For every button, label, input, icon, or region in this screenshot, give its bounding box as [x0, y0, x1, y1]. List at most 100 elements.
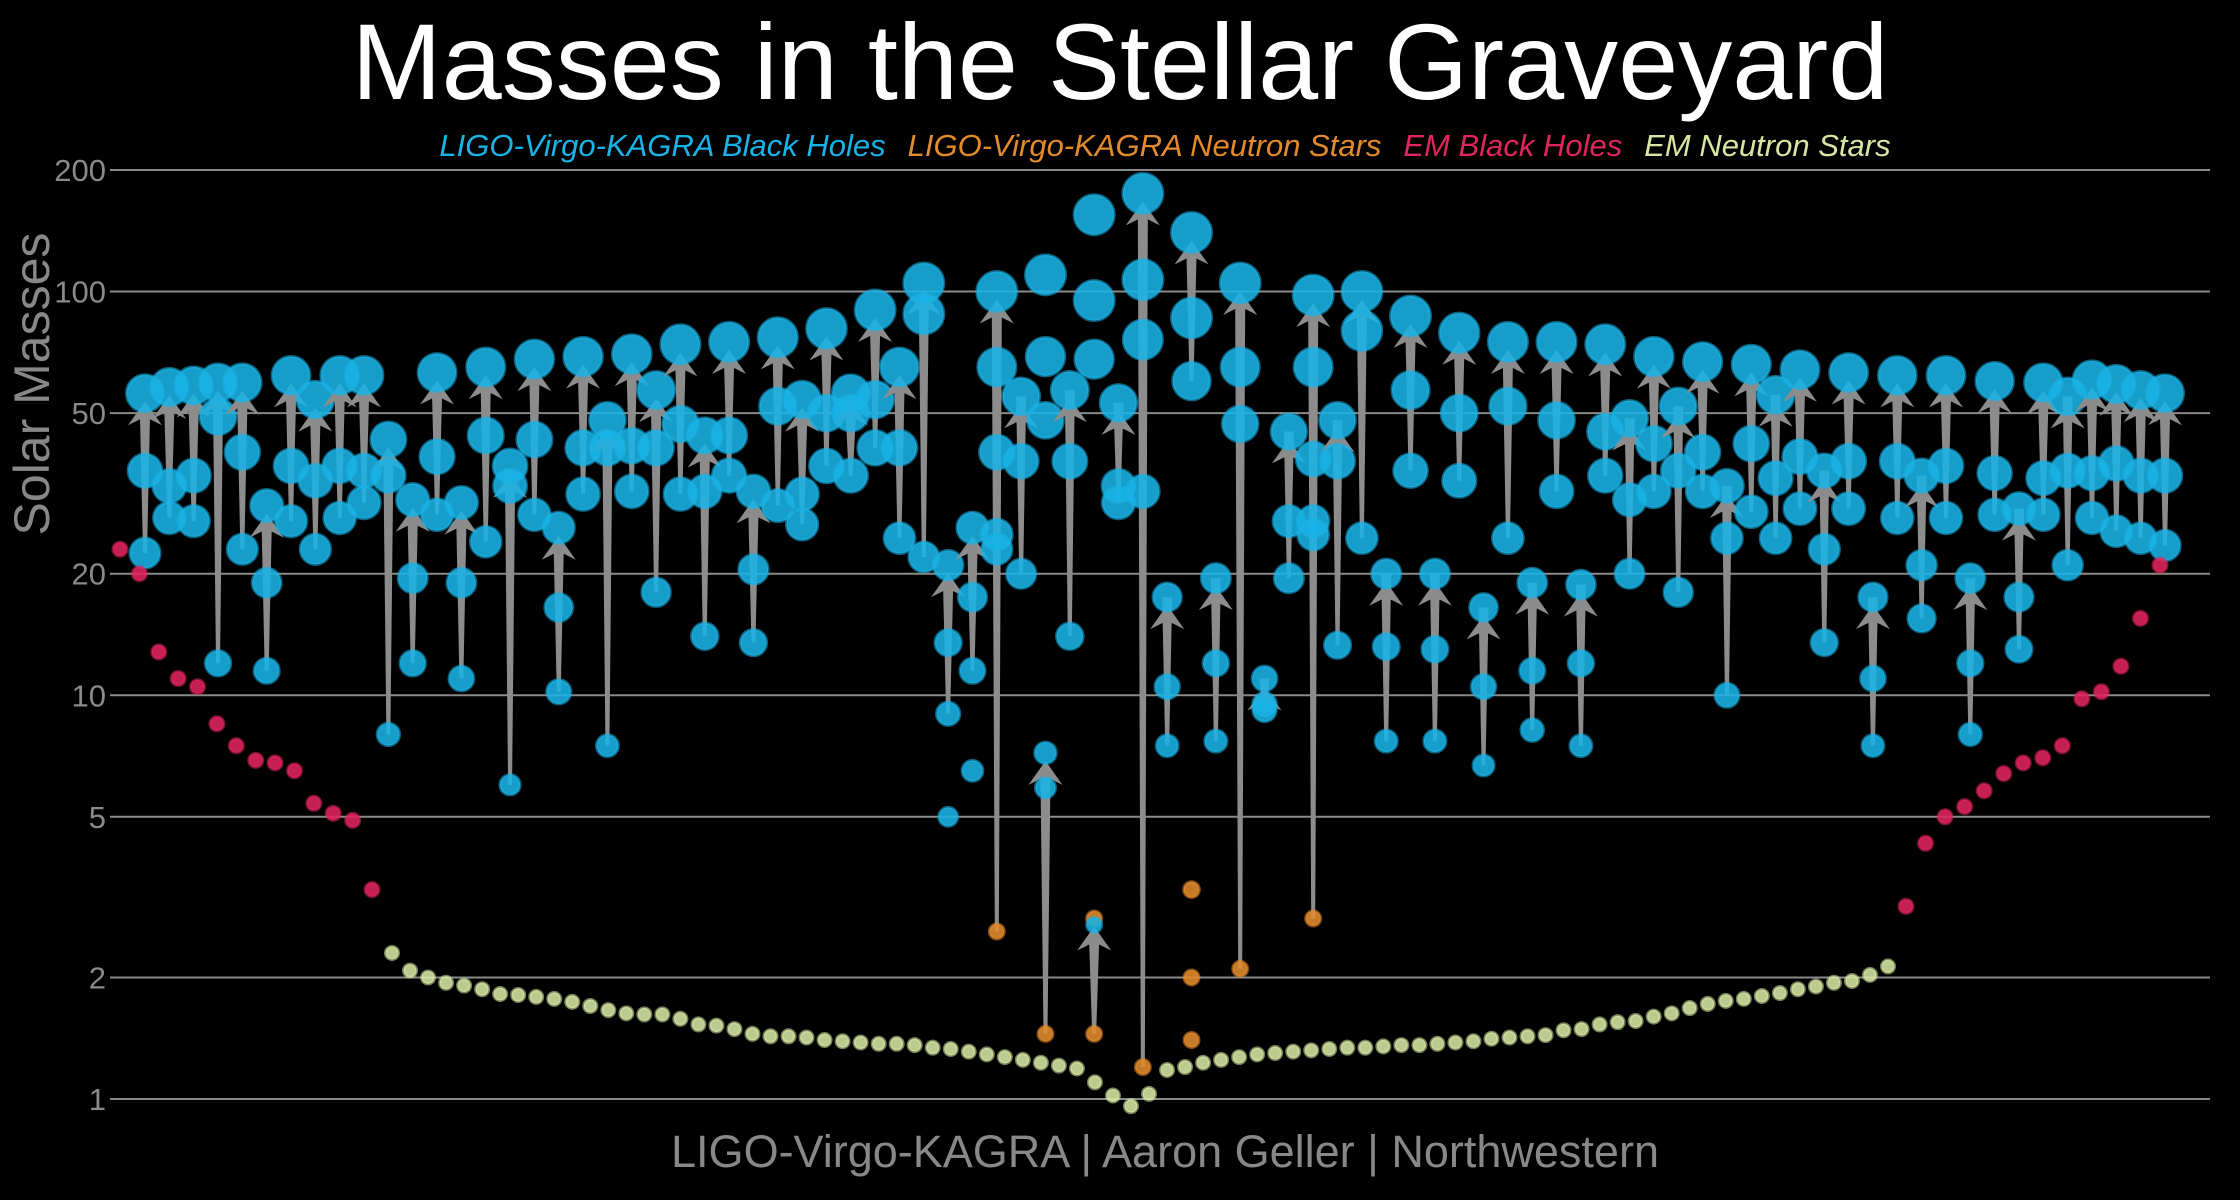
merger-point: [960, 758, 985, 783]
merger-remnant-point: [1584, 323, 1627, 366]
merger-secondary-point: [594, 733, 620, 759]
merger-primary-point: [198, 397, 238, 437]
em-neutron-star-point: [1267, 1044, 1284, 1061]
em-neutron-star-point: [762, 1028, 779, 1045]
em-neutron-star-point: [1825, 974, 1842, 991]
merger-primary-point: [1857, 581, 1889, 613]
em-neutron-star-point: [1843, 973, 1860, 990]
em-neutron-star-point: [1699, 995, 1716, 1012]
merger-secondary-point: [252, 656, 281, 685]
merger-secondary-point: [1371, 632, 1401, 662]
merger-remnant-point: [1322, 630, 1353, 660]
merger-remnant-point: [1291, 273, 1335, 317]
em-neutron-star-point: [1861, 966, 1878, 983]
merger-arrow-head: [444, 510, 479, 535]
merger-arrow-head: [1855, 605, 1890, 630]
merger-point: [1220, 404, 1260, 444]
merger-primary-point: [370, 457, 407, 494]
legend-entry: EM Neutron Stars: [1644, 128, 1891, 163]
merger-arrow-shaft: [1064, 390, 1075, 637]
merger-secondary-point: [1757, 459, 1794, 497]
em-neutron-star-point: [888, 1035, 905, 1052]
merger-secondary-point: [1807, 532, 1841, 566]
merger-remnant-point: [756, 316, 799, 359]
merger-remnant-point: [465, 346, 507, 388]
merger-secondary-point: [1441, 462, 1478, 499]
merger-arrow-head: [1807, 478, 1842, 503]
em-black-hole-point: [1917, 834, 1935, 852]
merger-remnant-point: [369, 420, 408, 459]
merger-arrow-shaft: [1016, 396, 1027, 574]
merger-remnant-point: [853, 288, 897, 332]
merger-secondary-point: [273, 503, 309, 539]
credit-line: LIGO-Virgo-KAGRA | Aaron Geller | Northw…: [671, 1126, 1659, 1177]
merger-secondary-point: [498, 773, 522, 797]
merger-primary-point: [1488, 386, 1528, 426]
merger-remnant-point: [1925, 354, 1967, 396]
merger-arrow-shaft: [991, 315, 1002, 932]
em-black-hole-point: [169, 670, 187, 688]
merger-arrow-head: [1563, 592, 1598, 617]
merger-secondary-point: [987, 922, 1006, 941]
merger-secondary-point: [2025, 497, 2061, 533]
merger-remnant-point: [1203, 728, 1229, 754]
merger-secondary-point: [1051, 442, 1089, 480]
legend-entry: EM Black Holes: [1403, 128, 1623, 163]
merger-arrow-head: [1953, 586, 1988, 611]
merger-secondary-point: [613, 473, 650, 510]
merger-remnant-point: [1713, 681, 1741, 709]
em-neutron-star-point: [1357, 1039, 1374, 1056]
em-neutron-star-point: [1104, 1087, 1121, 1104]
em-black-hole-point: [1995, 765, 2013, 783]
em-neutron-star-point: [1447, 1034, 1464, 1051]
merger-secondary-point: [565, 476, 601, 512]
merger-point: [937, 805, 960, 828]
merger-point: [1182, 880, 1201, 900]
merger-arrow-shaft: [1137, 217, 1148, 1068]
merger-primary-point: [1468, 592, 1499, 623]
merger-secondary-point: [640, 576, 672, 608]
merger-remnant-point: [805, 307, 848, 350]
merger-arrow-shaft: [1356, 315, 1367, 539]
merger-remnant-point: [1486, 320, 1529, 364]
em-black-hole-point: [266, 754, 284, 772]
merger-secondary-point: [1518, 656, 1547, 685]
merger-primary-point: [1516, 566, 1549, 599]
merger-secondary-point: [1587, 457, 1624, 494]
merger-secondary-point: [935, 700, 962, 727]
merger-remnant-point: [1730, 343, 1772, 385]
merger-remnant-point: [1154, 733, 1180, 759]
merger-primary-point: [880, 429, 919, 467]
em-neutron-star-point: [564, 993, 581, 1010]
merger-secondary-point: [1905, 548, 1938, 582]
em-neutron-star-point: [456, 977, 473, 994]
em-neutron-star-point: [402, 962, 419, 979]
legend: LIGO-Virgo-KAGRA Black Holes LIGO-Virgo-K…: [0, 128, 2240, 164]
merger-remnant-point: [1519, 717, 1546, 743]
em-neutron-star-point: [1122, 1098, 1139, 1115]
em-neutron-star-point: [1807, 978, 1824, 995]
merger-arrow-shaft: [1162, 597, 1173, 746]
merger-secondary-point: [298, 532, 333, 566]
merger-arrow-shaft: [2013, 508, 2024, 650]
merger-secondary-point: [203, 649, 233, 678]
em-black-hole-point: [208, 715, 226, 733]
merger-remnant-point: [588, 400, 627, 440]
merger-arrow-head: [785, 407, 820, 432]
merger-remnant-point: [1471, 753, 1496, 778]
merger-primary-point: [976, 346, 1018, 388]
em-neutron-star-point: [960, 1043, 977, 1060]
merger-arrow-shaft: [1673, 406, 1684, 593]
merger-point: [1072, 193, 1116, 237]
em-neutron-star-point: [1339, 1039, 1356, 1056]
merger-primary-point: [418, 438, 456, 476]
merger-remnant-point: [1662, 576, 1694, 608]
chart-title: Masses in the Stellar Graveyard: [351, 1, 1889, 122]
merger-remnant-point: [1085, 915, 1104, 934]
merger-primary-point: [1635, 424, 1673, 463]
merger-primary-point: [855, 379, 895, 420]
y-tick-label: 20: [72, 557, 106, 592]
merger-secondary-point: [1491, 521, 1525, 556]
merger-arrow-head: [1466, 615, 1501, 640]
merger-primary-point: [1033, 776, 1058, 800]
